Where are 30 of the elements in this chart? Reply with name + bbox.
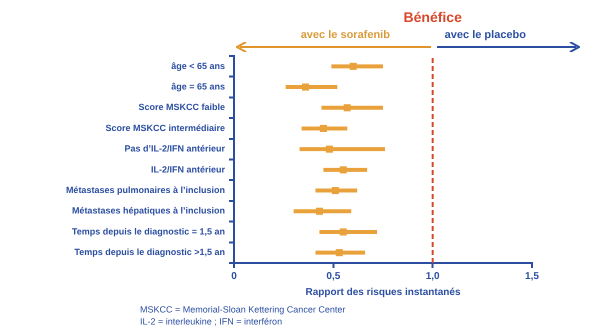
point bbox=[350, 62, 357, 70]
y-tick-label: âge = 65 ans bbox=[171, 82, 225, 92]
point bbox=[344, 104, 351, 112]
point bbox=[326, 146, 333, 153]
x-axis-title: Rapport des risques instantanés bbox=[305, 286, 461, 298]
point bbox=[302, 84, 310, 91]
text: MSKCC = Memorial-Sloan Kettering Cancer Center bbox=[140, 304, 346, 314]
y-tick-label: Métastases pulmonaires à l’inclusion bbox=[66, 185, 225, 196]
y-tick-label: Score MSKCC faible bbox=[138, 102, 225, 112]
point bbox=[336, 249, 343, 256]
point bbox=[340, 228, 347, 236]
x-tick-label: 0 bbox=[231, 270, 238, 282]
y-tick-label: âge < 65 ans bbox=[171, 60, 225, 71]
point bbox=[320, 124, 327, 132]
x-tick-label: 1,0 bbox=[426, 270, 440, 282]
y-tick-label: Pas d’IL-2/IFN antérieur bbox=[124, 144, 226, 154]
y-tick-label: Temps depuis le diagnostic >1,5 an bbox=[74, 247, 225, 258]
text: IL-2 = interleukine ; IFN = interféron bbox=[140, 316, 282, 326]
y-tick-label: Temps depuis le diagnostic = 1,5 an bbox=[72, 226, 225, 236]
text: avec le placebo bbox=[444, 29, 526, 42]
chart-title: Bénéfice bbox=[403, 8, 462, 25]
y-tick-label: Métastases hépatiques à l’inclusion bbox=[72, 206, 225, 216]
text: avec le sorafenib bbox=[300, 29, 390, 42]
point bbox=[316, 208, 323, 215]
y-tick-label: IL-2/IFN antérieur bbox=[150, 164, 226, 174]
y-tick-label: Score MSKCC intermédiaire bbox=[105, 122, 225, 133]
x-tick-label: 1,5 bbox=[525, 270, 540, 282]
x-tick-label: 0,5 bbox=[326, 270, 341, 282]
point bbox=[340, 166, 347, 174]
point bbox=[332, 187, 339, 194]
